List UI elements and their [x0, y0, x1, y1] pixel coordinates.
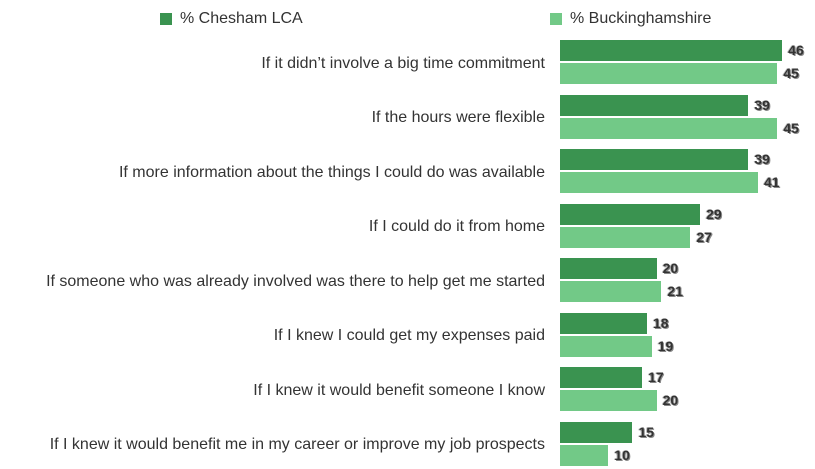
category-text: If I could do it from home — [368, 218, 545, 235]
value-label: 21 — [667, 283, 683, 299]
value-label: 46 — [788, 42, 804, 58]
value-label: 29 — [706, 205, 722, 222]
bar — [560, 117, 778, 139]
value-label: 39 — [754, 151, 770, 167]
bar — [560, 226, 691, 248]
value-label: 19 — [657, 337, 674, 354]
bar — [560, 149, 749, 170]
bar — [560, 94, 749, 116]
category-label: If someone who was already involved was … — [0, 258, 545, 304]
category-label: If more information about the things I c… — [0, 149, 545, 195]
category-label: If I could do it from home — [0, 204, 545, 250]
category-text: If more information about the things I c… — [118, 163, 545, 181]
value-label: 15 — [638, 423, 655, 440]
legend-label: % Buckinghamshire — [570, 10, 712, 27]
value-label: 10 — [614, 446, 630, 463]
value-label: 27 — [696, 228, 712, 245]
bar — [560, 172, 759, 193]
legend-item: % Buckinghamshire — [550, 10, 711, 28]
bar — [560, 258, 657, 279]
legend-swatch — [550, 13, 562, 25]
bar — [560, 421, 633, 443]
legend-label: % Chesham LCA — [180, 10, 303, 27]
category-text: If I knew I could get my expenses paid — [273, 327, 545, 344]
category-label: If I knew it would benefit me in my care… — [0, 422, 545, 468]
category-label: If I knew it would benefit someone I kno… — [0, 367, 545, 413]
value-label: 20 — [662, 260, 679, 276]
bar — [560, 367, 643, 388]
category-text: If someone who was already involved was … — [46, 272, 545, 290]
category-text: If I knew it would benefit me in my care… — [49, 436, 545, 453]
bar — [560, 312, 647, 334]
bar — [560, 390, 657, 411]
legend-item: % Chesham LCA — [160, 10, 303, 28]
value-label: 17 — [648, 369, 664, 385]
category-label: If I knew I could get my expenses paid — [0, 313, 545, 359]
category-text: If it didn’t involve a big time commitme… — [261, 54, 545, 72]
bar — [560, 63, 778, 84]
category-label: If it didn’t involve a big time commitme… — [0, 40, 545, 86]
bar — [560, 40, 783, 61]
value-label: 20 — [662, 392, 679, 408]
value-label: 18 — [652, 314, 669, 331]
bar — [560, 444, 609, 466]
value-label: 41 — [764, 174, 780, 190]
category-text: If the hours were flexible — [371, 109, 545, 126]
value-label: 45 — [783, 65, 799, 81]
bar — [560, 335, 652, 357]
bar — [560, 203, 701, 225]
category-label: If the hours were flexible — [0, 95, 545, 141]
value-label: 39 — [754, 96, 770, 113]
category-text: If I knew it would benefit someone I kno… — [253, 381, 545, 399]
value-label: 45 — [783, 119, 799, 136]
bar — [560, 281, 662, 302]
legend-swatch — [160, 13, 172, 25]
